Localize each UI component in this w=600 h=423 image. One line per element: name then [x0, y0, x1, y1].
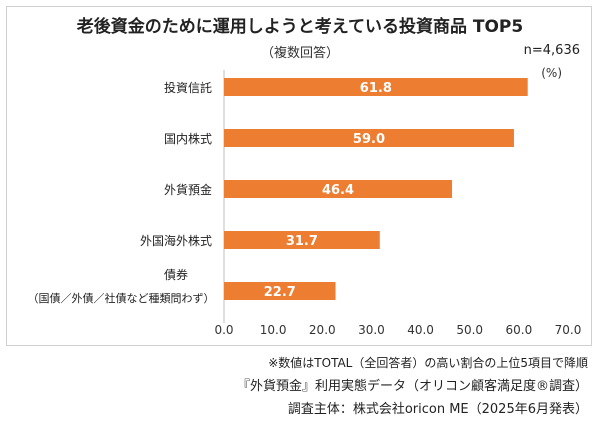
- category-label-1: 国内株式: [164, 131, 212, 146]
- x-tick-label-5: 50.0: [456, 323, 483, 337]
- bar-value-label-0: 61.8: [360, 81, 392, 96]
- chart-subtitle: （複数回答）: [260, 46, 339, 61]
- bar-1: [224, 129, 514, 147]
- x-tick-label-6: 60.0: [505, 323, 532, 337]
- sample-size: n=4,636: [523, 43, 580, 58]
- category-label-2: 外貨預金: [164, 182, 212, 197]
- bar-chart: 61.8 投資信託 59.0 国内株式 46.4 外貨預金 31.7 外国海外株式 22.7 債券…: [28, 70, 582, 337]
- category-sublabel-4: （国債／外債／社債など種類問わず）: [28, 291, 215, 305]
- x-tick-label-4: 40.0: [407, 323, 434, 337]
- footnotes: ※数値はTOTAL（全回答者）の高い割合の上位5項目で降順 『外貨預金』利用実態…: [237, 352, 588, 421]
- bar-value-label-4: 22.7: [264, 285, 296, 300]
- chart-title: 老後資金のために運用しようと考えている投資商品 TOP5: [76, 17, 524, 37]
- footnote-source: 『外貨預金』利用実態データ（オリコン顧客満足度®調査）: [236, 379, 588, 394]
- bar-4: [224, 282, 336, 300]
- x-tick-label-1: 10.0: [260, 323, 287, 337]
- bar-value-label-1: 59.0: [353, 132, 385, 147]
- x-tick-label-7: 70.0: [555, 323, 582, 337]
- footnote-note: ※数値はTOTAL（全回答者）の高い割合の上位5項目で降順: [268, 356, 588, 370]
- footnote-survey: 調査主体：株式会社oricon ME（2025年6月発表）: [287, 402, 588, 417]
- x-tick-label-3: 30.0: [358, 323, 385, 337]
- bar-0: [224, 78, 528, 96]
- x-tick-label-0: 0.0: [214, 323, 233, 337]
- category-label-0: 投資信託: [164, 80, 212, 95]
- chart-frame: [6, 6, 592, 346]
- unit-label: (%): [541, 66, 562, 80]
- category-label-3: 外国海外株式: [140, 233, 212, 248]
- bar-value-label-2: 46.4: [322, 183, 354, 198]
- category-label-4: 債券: [164, 267, 188, 282]
- x-tick-label-2: 20.0: [309, 323, 336, 337]
- bar-value-label-3: 31.7: [286, 234, 318, 249]
- bar-2: [224, 180, 453, 198]
- bar-3: [224, 231, 380, 249]
